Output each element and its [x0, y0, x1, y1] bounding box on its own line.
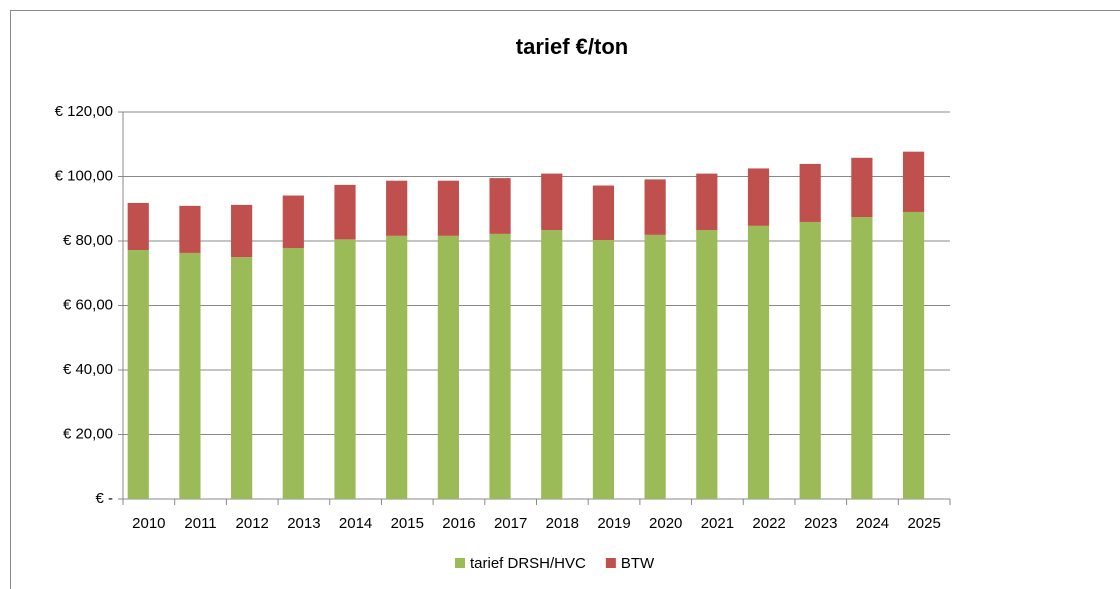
bar-segment [902, 211, 925, 499]
x-tick-label: 2011 [184, 515, 216, 532]
x-tick-label: 2020 [649, 515, 682, 532]
bar-segment [334, 184, 356, 240]
bar-segment [386, 235, 408, 499]
bar-segment [851, 217, 873, 499]
bar-segment [127, 250, 149, 499]
x-tick-label: 2022 [752, 515, 785, 532]
x-tick-label: 2025 [907, 515, 940, 532]
bar-segment [851, 157, 873, 218]
bar-segment [231, 204, 253, 258]
bar-segment [592, 185, 615, 241]
legend-swatch [605, 558, 616, 568]
legend-label: tarief DRSH/HVC [470, 555, 586, 572]
bar-segment [799, 163, 821, 222]
bar-segment [437, 235, 459, 499]
bar-segment [644, 234, 666, 499]
bar-segment [334, 239, 356, 499]
legend-swatch [455, 558, 465, 568]
x-tick-label: 2012 [236, 515, 269, 532]
bar-segment [696, 230, 718, 499]
bar-segment [799, 221, 821, 499]
y-tick-label: € 80,00 [63, 232, 113, 249]
x-tick-label: 2013 [287, 515, 320, 532]
bar-segment [592, 240, 615, 499]
bar-segment [541, 230, 563, 499]
y-tick-label: € 120,00 [55, 103, 113, 120]
bar-segment [696, 173, 718, 231]
bar-segment [179, 205, 201, 253]
chart-title: tarief €/ton [516, 34, 628, 59]
y-tick-label: € 40,00 [63, 361, 113, 378]
bar-segment [231, 257, 253, 499]
bar-segment [127, 202, 149, 251]
bar-segment [747, 168, 770, 226]
x-tick-label: 2018 [546, 515, 579, 532]
bar-segment [644, 179, 666, 235]
chart-frame [10, 10, 1120, 589]
bar-segment [437, 180, 459, 236]
bar-segment [489, 178, 511, 234]
bar-segment [747, 225, 770, 499]
x-tick-label: 2023 [804, 515, 837, 532]
bar-segment [282, 195, 304, 249]
bar-segment [902, 151, 925, 212]
bar-segment [489, 233, 511, 499]
y-tick-label: € 60,00 [63, 296, 113, 313]
x-tick-label: 2024 [856, 515, 889, 532]
bar-segment [386, 180, 408, 236]
y-tick-label: € - [95, 490, 113, 507]
x-tick-label: 2021 [701, 515, 734, 532]
legend-label: BTW [621, 555, 655, 572]
y-tick-label: € 20,00 [63, 425, 113, 442]
x-tick-label: 2015 [391, 515, 424, 532]
bar-segment [282, 248, 304, 499]
x-tick-label: 2016 [442, 515, 475, 532]
y-tick-label: € 100,00 [55, 167, 113, 184]
bar-segment [179, 252, 201, 499]
x-tick-label: 2014 [339, 515, 372, 532]
bar-segment [541, 173, 563, 231]
x-tick-label: 2017 [494, 515, 527, 532]
x-tick-label: 2010 [132, 515, 165, 532]
x-tick-label: 2019 [597, 515, 630, 532]
